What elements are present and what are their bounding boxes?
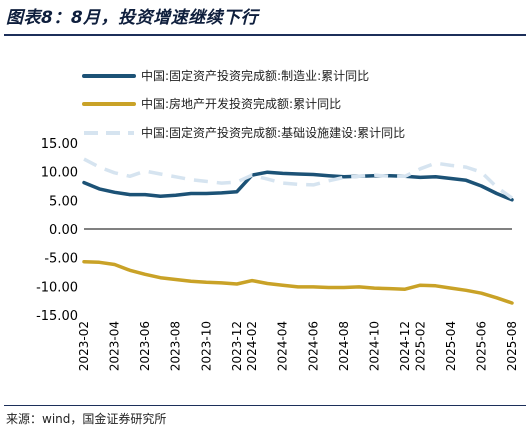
legend-label-manufacturing: 中国:固定资产投资完成额:制造业:累计同比 (141, 68, 369, 83)
source-note: 来源：wind，国金证券研究所 (6, 412, 167, 426)
y-tick-label: -5.00 (44, 252, 78, 267)
series-layer (82, 157, 514, 305)
series-line-infrastructure (83, 157, 514, 200)
legend-label-infrastructure: 中国:固定资产投资完成额:基础设施建设:累计同比 (141, 125, 405, 140)
y-axis-ticks: 15.00 10.00 5.00 0.00 -5.00 -10.00 -15.00 (36, 137, 78, 324)
x-tick-label: 2024-02 (245, 321, 259, 371)
figure-title: 图表8：8月，投资增速继续下行 (6, 8, 259, 28)
x-tick-label: 2023-08 (169, 321, 183, 371)
x-tick-label: 2024-12 (398, 321, 412, 371)
x-tick-label: 2023-04 (108, 321, 122, 371)
x-tick-label: 2023-06 (138, 321, 152, 371)
legend-item-infrastructure: 中国:固定资产投资完成额:基础设施建设:累计同比 (84, 125, 405, 140)
y-tick-label: -10.00 (36, 280, 78, 295)
legend-item-manufacturing: 中国:固定资产投资完成额:制造业:累计同比 (82, 68, 369, 83)
x-tick-label: 2025-08 (505, 321, 519, 371)
source-rule (4, 405, 526, 406)
legend-label-real-estate: 中国:房地产开发投资完成额:累计同比 (141, 96, 341, 111)
x-tick-label: 2023-02 (77, 321, 91, 371)
x-tick-label: 2025-02 (413, 321, 427, 371)
x-tick-label: 2024-06 (306, 321, 320, 371)
y-tick-label: -15.00 (36, 309, 78, 324)
x-tick-label: 2023-10 (199, 321, 213, 371)
x-tick-label: 2023-12 (230, 321, 244, 371)
y-tick-label: 15.00 (41, 137, 78, 152)
legend: 中国:固定资产投资完成额:制造业:累计同比 中国:房地产开发投资完成额:累计同比… (82, 68, 405, 140)
y-tick-label: 10.00 (41, 166, 78, 181)
x-tick-label: 2024-10 (367, 321, 381, 371)
title-rule (4, 34, 526, 36)
x-tick-label: 2024-08 (337, 321, 351, 371)
series-line-real-estate (82, 259, 514, 305)
x-axis-ticks: 2023-02 2023-04 2023-06 2023-08 2023-10 2023-… (77, 321, 519, 371)
x-tick-label: 2025-04 (444, 321, 458, 371)
y-tick-label: 0.00 (49, 223, 78, 238)
y-tick-label: 5.00 (49, 194, 78, 209)
series-line-manufacturing (82, 170, 514, 202)
x-tick-label: 2025-06 (474, 321, 488, 371)
x-tick-label: 2024-04 (276, 321, 290, 371)
legend-item-real-estate: 中国:房地产开发投资完成额:累计同比 (82, 96, 341, 111)
